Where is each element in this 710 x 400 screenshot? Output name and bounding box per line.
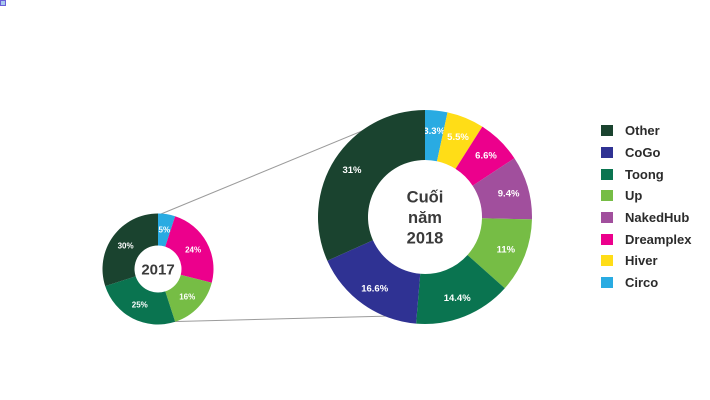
donut-2017-segment-dreamplex xyxy=(165,216,214,283)
legend-label-cogo: CoGo xyxy=(625,145,661,161)
legend-label-other: Other xyxy=(625,123,660,139)
legend-label-hiver: Hiver xyxy=(625,253,658,269)
legend-swatch-toong xyxy=(601,168,613,180)
donut-2018-segment-other xyxy=(317,109,425,261)
donut-2018-value-label-circo: 3.3% xyxy=(423,126,445,137)
legend-item-circo: Circo xyxy=(601,272,691,294)
donut-2018-value-label-hiver: 5.5% xyxy=(447,132,469,143)
donut-2018-segment-dreamplex xyxy=(455,126,515,186)
donut-2018-value-label-up: 11% xyxy=(497,244,516,255)
donut-2018-value-label-toong: 14.4% xyxy=(444,293,471,304)
donut-2018-segment-toong xyxy=(416,254,505,325)
legend-item-dreamplex: Dreamplex xyxy=(601,228,691,250)
legend-label-up: Up xyxy=(625,188,643,204)
donut-2018-segment-hiver xyxy=(436,112,483,169)
callout-line-bottom xyxy=(156,315,392,323)
donut-2018-segment-circo xyxy=(425,110,448,162)
legend-label-dreamplex: Dreamplex xyxy=(625,231,692,247)
legend-label-toong: Toong xyxy=(625,166,664,182)
donut-2017-value-label-toong: 25% xyxy=(132,301,148,310)
legend-swatch-dreamplex xyxy=(601,233,613,245)
donut-2018: 3.3%5.5% 6.6% 9.4% 11% 14.4% 16.6% 31% Cuối năm 2… xyxy=(317,109,532,325)
donut-2018-value-label-other: 31% xyxy=(342,165,362,176)
legend-label-circo: Circo xyxy=(625,275,659,291)
legend-item-cogo: CoGo xyxy=(601,142,691,164)
donut-2017-value-label-up: 16% xyxy=(179,292,195,301)
legend-label-nakedhub: NakedHub xyxy=(625,210,690,226)
donut-2018-value-label-dreamplex: 6.6% xyxy=(475,150,497,161)
donut-2018-center-label-line-3: 2018 xyxy=(407,229,444,247)
donut-2017-segment-toong xyxy=(105,276,176,325)
donut-2017-value-label-other: 30% xyxy=(118,241,134,250)
donut-2018-value-label-cogo: 16.6% xyxy=(361,283,388,294)
donut-2018-segment-nakedhub xyxy=(472,158,532,220)
legend-swatch-other xyxy=(601,125,613,137)
donut-2017-segment-up xyxy=(165,274,212,322)
donut-2018-segment-cogo xyxy=(327,240,421,324)
legend-item-other: Other xyxy=(601,120,691,142)
legend-item-nakedhub: NakedHub xyxy=(601,207,691,229)
callout-line-top xyxy=(160,125,375,215)
donut-2017-center-label-line-1: 2017 xyxy=(141,261,174,278)
donut-2017-segment-circo xyxy=(158,213,176,247)
donut-2018-segment-up xyxy=(467,218,532,289)
donut-2017: 5% 24% 16% 25% 30% 2017 xyxy=(102,213,214,325)
donut-2018-value-label-nakedhub: 9.4% xyxy=(498,188,520,199)
legend: Other CoGo Toong Up NakedHub Dreamplex Hiver Ci… xyxy=(601,120,691,294)
legend-swatch-cogo xyxy=(601,147,613,159)
donut-2017-value-label-dreamplex: 24% xyxy=(185,246,201,255)
legend-item-toong: Toong xyxy=(601,163,691,185)
legend-swatch-nakedhub xyxy=(601,212,613,224)
legend-item-hiver: Hiver xyxy=(601,250,691,272)
legend-swatch-circo xyxy=(601,277,613,289)
legend-item-up: Up xyxy=(601,185,691,207)
legend-swatch-up xyxy=(601,190,613,202)
corner-artifact xyxy=(0,0,6,6)
donut-2018-center-label-line-1: Cuối xyxy=(407,188,444,206)
donut-charts: 5% 24% 16% 25% 30% 2017 3.3%5.5% 6.6% 9.4% 11% 14.… xyxy=(102,109,532,325)
legend-swatch-hiver xyxy=(601,255,613,267)
donut-2017-segment-other xyxy=(102,213,158,287)
callout-connectors xyxy=(156,125,392,323)
donut-2017-value-label-circo: 5% xyxy=(159,225,171,234)
donut-2018-center-label-line-2: năm xyxy=(408,209,442,227)
